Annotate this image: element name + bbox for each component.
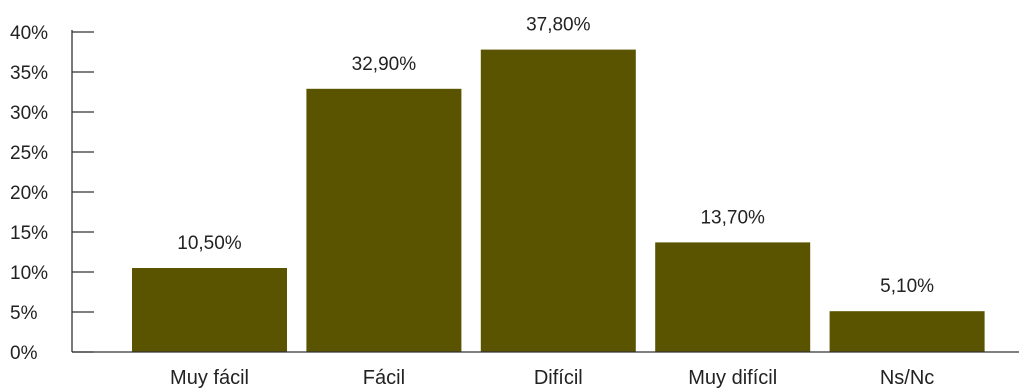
y-tick-label: 0%: [10, 343, 38, 364]
bar-data-label: 10,50%: [177, 233, 242, 254]
x-tick-label: Fácil: [363, 367, 405, 389]
y-tick-label: 15%: [10, 223, 48, 244]
y-tick-label: 30%: [10, 103, 48, 124]
x-axis: Muy fácil Fácil Difícil Muy difícil Ns/Nc: [72, 351, 1019, 389]
bar: [306, 88, 462, 353]
bar-data-label: 37,80%: [526, 15, 591, 36]
bar: [132, 268, 287, 352]
bar: [829, 311, 985, 352]
bar-data-label: 5,10%: [880, 276, 934, 297]
y-tick-label: 20%: [10, 183, 48, 204]
bar-data-label: 13,70%: [700, 207, 765, 228]
bar: [655, 242, 811, 352]
x-tick-label: Muy fácil: [170, 367, 249, 389]
y-tick-label: 5%: [10, 303, 38, 324]
y-tick-label: 35%: [10, 63, 48, 84]
x-tick-label: Muy difícil: [688, 367, 777, 389]
bar-data-label: 32,90%: [352, 54, 417, 75]
y-tick-label: 10%: [10, 263, 48, 284]
bar: [480, 49, 636, 352]
y-tick-label: 40%: [10, 23, 48, 44]
x-tick-label: Ns/Nc: [880, 367, 934, 389]
y-axis: 0% 5% 10% 15% 20% 25% 30% 35% 40%: [10, 23, 94, 364]
bars-group: 10,50% 32,90% 37,80% 13,70% 5,10%: [132, 15, 985, 353]
y-tick-label: 25%: [10, 143, 48, 164]
x-tick-label: Difícil: [534, 367, 583, 389]
